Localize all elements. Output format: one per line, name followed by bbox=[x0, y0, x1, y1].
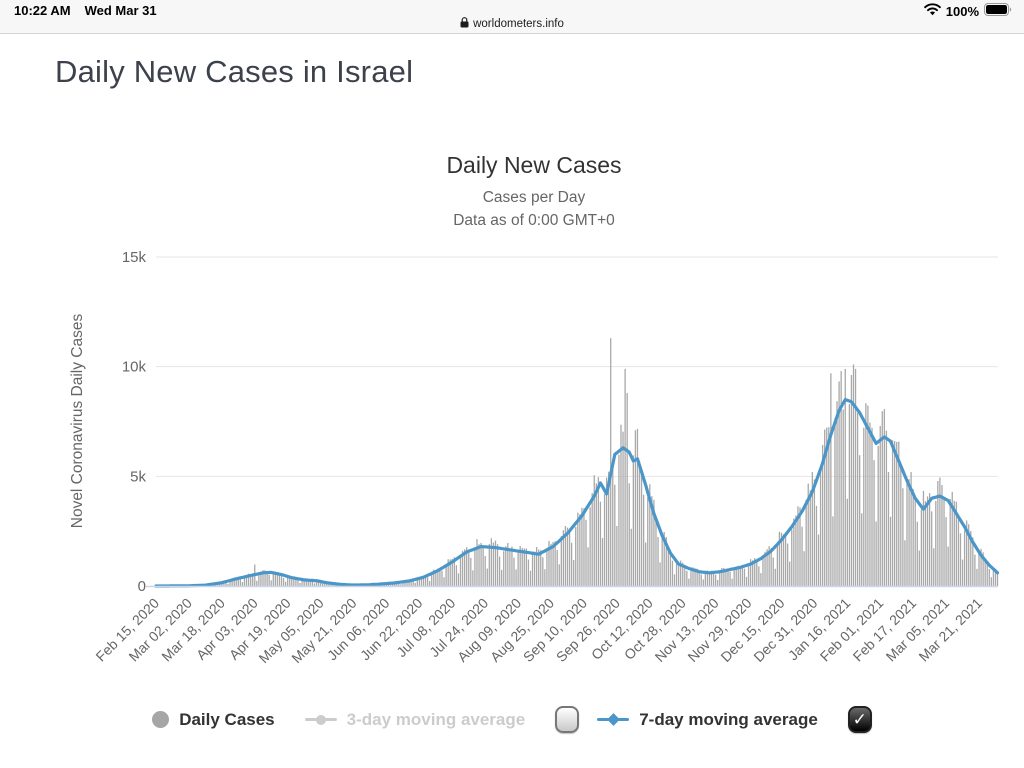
lock-icon bbox=[460, 17, 469, 31]
status-date: Wed Mar 31 bbox=[84, 3, 157, 18]
checkbox-7day-average-checked[interactable]: ✓ bbox=[847, 706, 872, 733]
chart-title: Daily New Cases bbox=[446, 152, 622, 178]
checkmark-icon: ✓ bbox=[852, 710, 867, 729]
7day-average-line[interactable] bbox=[154, 398, 1000, 588]
url-bar[interactable]: worldometers.info bbox=[0, 17, 1024, 31]
chart-subtitle: Cases per Day Data as of 0:00 GMT+0 bbox=[68, 186, 1000, 232]
legend-item-3day-average[interactable]: 3-day moving average bbox=[304, 709, 526, 730]
legend-item-daily-cases[interactable]: Daily Cases bbox=[152, 709, 275, 730]
legend-label-daily-cases: Daily Cases bbox=[179, 709, 275, 729]
status-left: 10:22 AM Wed Mar 31 bbox=[14, 3, 157, 18]
url-text: worldometers.info bbox=[473, 18, 564, 30]
chart-subtitle-line2: Data as of 0:00 GMT+0 bbox=[453, 212, 615, 229]
3day-average-marker-icon bbox=[304, 711, 337, 728]
legend-item-7day-average[interactable]: 7-day moving average bbox=[597, 710, 818, 730]
chart-legend: Daily Cases 3-day moving average 7-day m… bbox=[0, 706, 1024, 733]
daily-cases-marker-icon bbox=[152, 711, 170, 728]
y-tick-label: 0 bbox=[138, 578, 146, 595]
wifi-icon bbox=[923, 3, 941, 19]
battery-full-icon bbox=[984, 3, 1012, 19]
y-tick-label: 15k bbox=[122, 249, 147, 266]
legend-label-7day-average: 7-day moving average bbox=[639, 709, 818, 729]
7day-average-marker-icon bbox=[597, 711, 630, 728]
daily-cases-bars[interactable] bbox=[186, 338, 999, 586]
battery-percentage: 100% bbox=[945, 3, 979, 19]
page-title: Daily New Cases in Israel bbox=[55, 54, 414, 89]
y-axis-title: Novel Coronavirus Daily Cases bbox=[69, 314, 86, 529]
chart-title-block: Daily New Cases Cases per Day Data as of… bbox=[68, 152, 1000, 232]
y-tick-label: 10k bbox=[122, 359, 147, 376]
status-right: 100% bbox=[923, 3, 1012, 19]
chart-subtitle-line1: Cases per Day bbox=[482, 189, 586, 206]
clock: 10:22 AM bbox=[14, 3, 71, 18]
y-tick-label: 5k bbox=[130, 468, 146, 485]
checkbox-3day-average-unchecked[interactable] bbox=[555, 706, 580, 733]
status-bar: 10:22 AM Wed Mar 31 100% bbox=[0, 0, 1024, 34]
legend-label-3day-average: 3-day moving average bbox=[346, 709, 526, 729]
